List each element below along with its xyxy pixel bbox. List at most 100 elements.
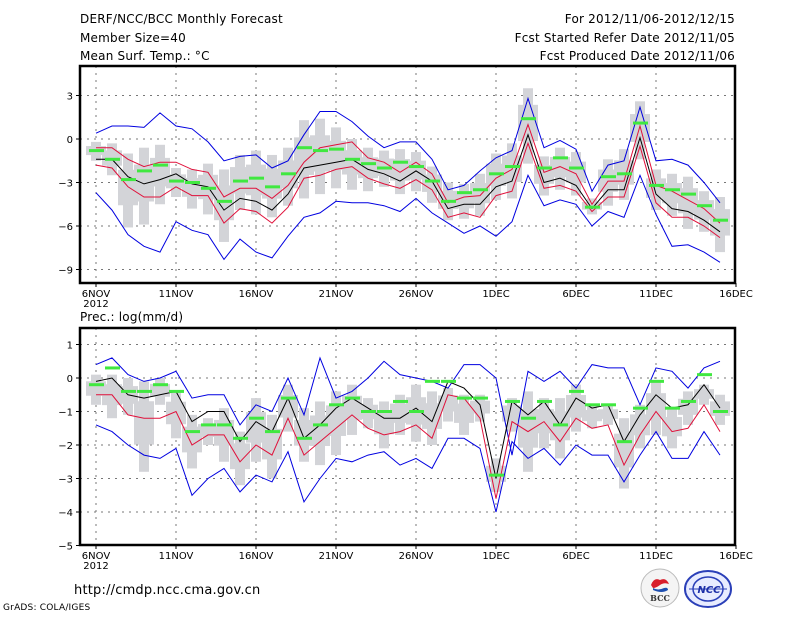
prec-ytick-label: −4 [58, 508, 73, 519]
prec-xtick-label: 6NOV [82, 551, 111, 562]
prec-obs-marker [201, 423, 216, 427]
temp-obs-marker [553, 156, 568, 160]
prec-spread-box-inner [310, 415, 330, 447]
temp-obs-marker [649, 183, 664, 187]
ncc-logo: NCC [683, 569, 733, 609]
temp-ensemble-mean-line [96, 133, 721, 233]
prec-obs-marker [265, 430, 280, 434]
prec-spread-box-inner [694, 389, 714, 399]
top-chart-subtitle: Mean Surf. Temp.: °C [80, 49, 210, 63]
temp-xtick-label: 1DEC [482, 289, 509, 300]
temp-upper-spread-line [96, 122, 721, 224]
temp-obs-marker [329, 147, 344, 151]
prec-xtick-label: 11DEC [639, 551, 673, 562]
prec-obs-marker [377, 410, 392, 413]
prec-min-line [95, 424, 721, 513]
temp-spread-box-inner [470, 183, 490, 204]
prec-obs-marker [569, 389, 584, 393]
prec-xtick-label: 21NOV [319, 551, 354, 562]
prec-ytick-label: −2 [58, 441, 73, 452]
prec-obs-marker [169, 389, 184, 393]
temp-xtick-label: 2012 [83, 299, 108, 310]
temp-ytick-label: 0 [67, 135, 73, 146]
prec-obs-marker [633, 406, 648, 410]
prec-obs-marker [681, 399, 696, 403]
temp-obs-marker [185, 181, 200, 184]
temp-obs-marker [617, 172, 632, 176]
prec-ytick-label: −3 [58, 475, 73, 486]
temp-obs-marker [713, 218, 728, 222]
prec-spread-box-inner [198, 424, 218, 437]
temp-obs-marker [441, 199, 456, 203]
prec-xtick-label: 26NOV [399, 551, 434, 562]
temp-obs-marker [361, 162, 376, 166]
prec-spread-box-inner [246, 412, 266, 443]
temp-spread-box-inner [646, 178, 666, 198]
prec-obs-marker [617, 440, 632, 444]
prec-obs-marker [537, 399, 552, 403]
temp-obs-marker [281, 172, 296, 176]
prec-obs-marker [329, 403, 344, 407]
prec-max-line [95, 356, 721, 456]
temp-xtick-label: 11NOV [159, 289, 194, 300]
temp-xtick-label: 26NOV [399, 289, 434, 300]
temp-spread-box-inner [134, 164, 154, 202]
temp-max-line [95, 96, 721, 204]
prec-obs-marker [457, 396, 472, 400]
temp-ytick-label: −9 [58, 266, 73, 277]
temp-min-line [95, 173, 721, 263]
temp-obs-marker [169, 179, 184, 183]
temp-obs-marker [121, 178, 136, 182]
temp-obs-marker [425, 179, 440, 183]
prec-lower-spread-line [96, 394, 721, 499]
temp-obs-marker [377, 166, 392, 170]
prec-obs-marker [313, 423, 328, 427]
temp-obs-marker [265, 185, 280, 189]
prec-xtick-label: 6DEC [562, 551, 589, 562]
prec-xtick-label: 11NOV [159, 551, 194, 562]
temp-xtick-label: 16DEC [719, 289, 753, 300]
prec-spread-box-inner [598, 409, 618, 419]
temp-spread-box-inner [390, 159, 410, 181]
temp-spread-box-inner [342, 150, 362, 175]
prec-obs-marker [425, 379, 440, 383]
temp-obs-marker [345, 157, 360, 161]
prec-obs-marker [585, 403, 600, 407]
prec-obs-marker [489, 473, 504, 477]
temp-obs-marker [137, 169, 152, 173]
temp-spread-box-inner [422, 174, 442, 192]
prec-obs-marker [137, 389, 152, 393]
prec-ytick-label: 1 [67, 341, 73, 352]
temp-obs-marker [681, 192, 696, 196]
temp-xtick-label: 6DEC [562, 289, 589, 300]
temp-obs-marker [201, 186, 216, 190]
temp-spread-box-inner [310, 135, 330, 172]
temp-obs-marker [665, 188, 680, 192]
prec-obs-marker [153, 383, 168, 387]
temp-spread-box-inner [262, 168, 282, 199]
source-url[interactable]: http://cmdp.ncc.cma.gov.cn [74, 583, 261, 598]
prec-spread-box-inner [166, 401, 186, 425]
temp-spread-box-inner [630, 114, 650, 142]
temp-spread-box-inner [534, 165, 554, 184]
temp-obs-marker [217, 199, 232, 203]
prec-spread-box-inner [134, 401, 154, 445]
forecast-period: For 2012/11/06-2012/12/15 [564, 12, 735, 26]
prec-obs-marker [441, 379, 456, 383]
prec-spread-box-inner [582, 409, 602, 422]
prec-spread-box-inner [502, 405, 522, 422]
grads-credit: GrADS: COLA/IGES [3, 603, 91, 613]
forecast-produced-date: Fcst Produced Date 2012/11/06 [539, 49, 735, 63]
temp-obs-marker [601, 175, 616, 179]
temp-obs-marker [633, 121, 648, 125]
prec-obs-marker [105, 366, 120, 370]
prec-plot-frame [78, 326, 737, 547]
temp-obs-marker [233, 179, 248, 183]
temp-obs-marker [249, 176, 264, 180]
prec-obs-marker [217, 423, 232, 427]
temp-obs-marker [489, 172, 504, 176]
prec-obs-marker [665, 406, 680, 410]
temp-xtick-label: 11DEC [639, 289, 673, 300]
ncc-logo-text: NCC [697, 585, 721, 596]
prec-obs-marker [345, 396, 360, 400]
